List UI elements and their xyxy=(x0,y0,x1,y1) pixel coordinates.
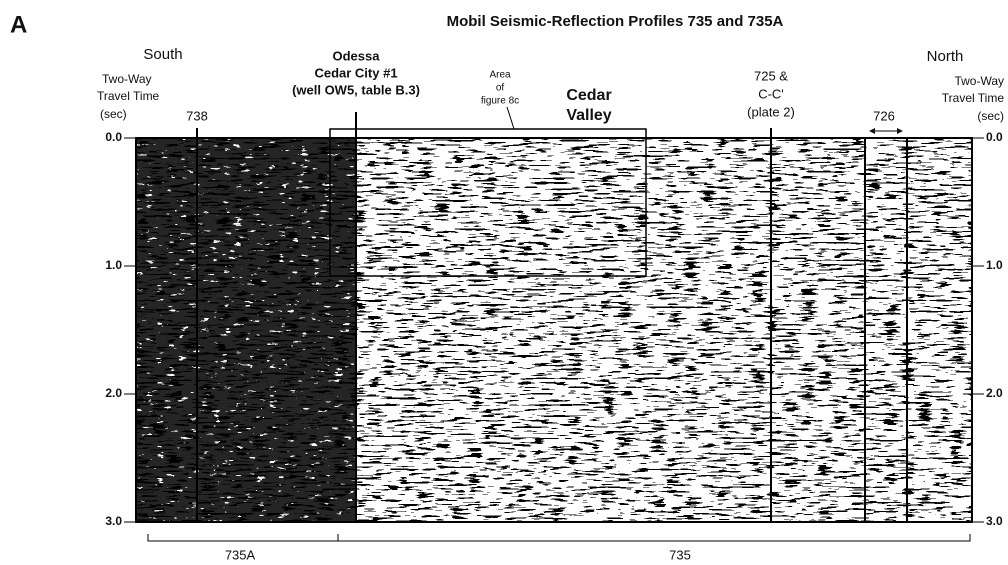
end-label: North xyxy=(927,48,964,65)
title: Mobil Seismic-Reflection Profiles 735 an… xyxy=(447,13,784,30)
end-label: South xyxy=(143,46,182,63)
annotation: Cedar xyxy=(566,87,611,104)
annotation: figure 8c xyxy=(481,96,519,107)
axis-label: Two-Way xyxy=(102,72,152,86)
annotation: (well OW5, table B.3) xyxy=(292,82,420,97)
axis-label: (sec) xyxy=(100,107,127,121)
panel-label: A xyxy=(10,11,27,38)
annotation: Odessa xyxy=(333,48,381,63)
tick-label: 2.0 xyxy=(105,386,122,400)
bracket xyxy=(147,534,971,542)
annotation: Cedar City #1 xyxy=(314,65,397,80)
annotation: (plate 2) xyxy=(747,104,795,119)
plot-frame xyxy=(135,137,973,523)
tick-label: 1.0 xyxy=(105,258,122,272)
annotation: 726 xyxy=(873,108,895,123)
annotation: C-C' xyxy=(758,86,784,101)
tick-label: 3.0 xyxy=(986,514,1003,528)
axis-label: Two-Way xyxy=(954,74,1004,88)
tick-label: 3.0 xyxy=(105,514,122,528)
inset-box xyxy=(329,128,647,277)
axis-label: Travel Time xyxy=(97,89,160,103)
seismic-image xyxy=(136,138,356,522)
leader xyxy=(506,106,515,130)
profile-label: 735 xyxy=(669,547,691,562)
tick-label: 2.0 xyxy=(986,386,1003,400)
axis-label: (sec) xyxy=(977,109,1004,123)
tick-label: 0.0 xyxy=(105,130,122,144)
annotation: 738 xyxy=(186,108,208,123)
axis-label: Travel Time xyxy=(942,91,1005,105)
profile-label: 735A xyxy=(225,547,256,562)
tick-label: 1.0 xyxy=(986,258,1003,272)
annotation: Valley xyxy=(566,107,611,124)
annotation: of xyxy=(496,83,505,94)
annotation: Area xyxy=(489,70,511,81)
annotation: 725 & xyxy=(754,68,788,83)
tick-label: 0.0 xyxy=(986,130,1003,144)
